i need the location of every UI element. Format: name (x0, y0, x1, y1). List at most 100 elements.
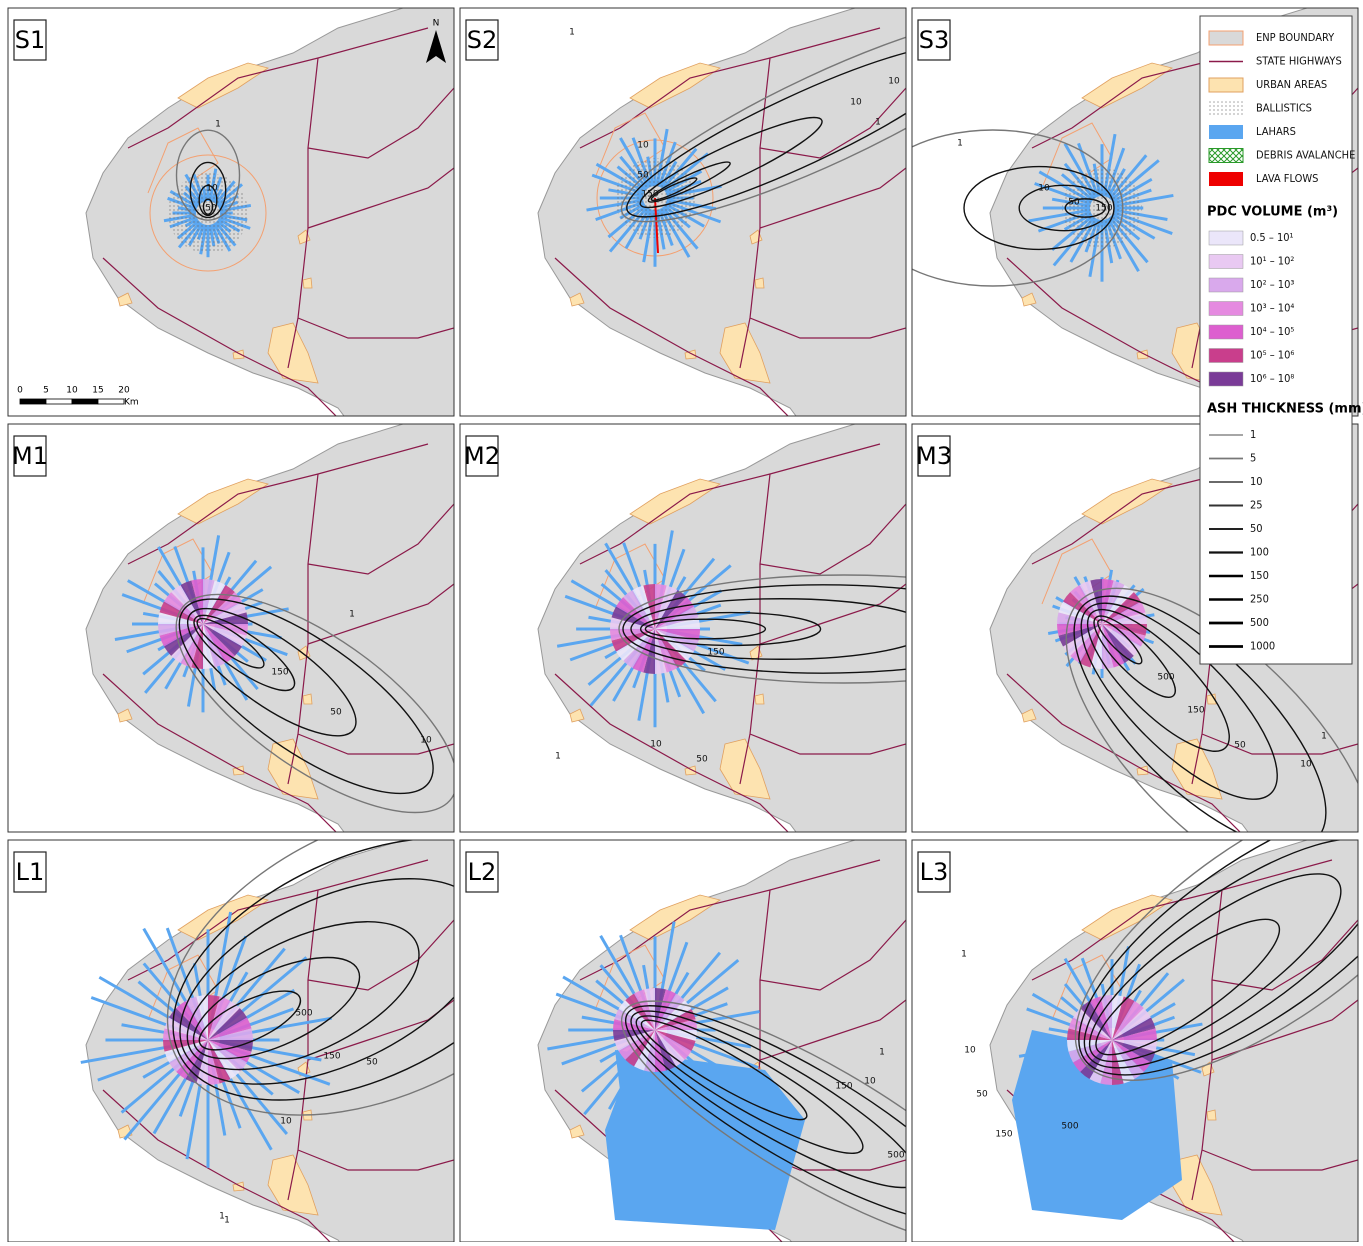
map-panel: 1 10 50 S1 N 0 5 10 15 20 Km (8, 8, 454, 428)
contour-label: 50 (366, 1058, 378, 1068)
map-body: 1 150 50 10 (8, 424, 490, 852)
legend-label: 25 (1250, 499, 1263, 512)
contour-label: 150 (271, 668, 288, 678)
legend-label: 10¹ – 10² (1250, 255, 1294, 268)
contour-label: 1 (961, 950, 967, 960)
swatch (1209, 78, 1243, 92)
panel-label: L3 (920, 858, 949, 886)
swatch (1209, 172, 1243, 186)
legend-label: 100 (1250, 546, 1269, 559)
panel-label: S1 (15, 26, 46, 54)
contour-label: 50 (1068, 198, 1080, 208)
legend-label: 10³ – 10⁴ (1250, 302, 1294, 315)
scale-segment (46, 399, 72, 404)
swatch (1209, 325, 1243, 339)
contour-label: 150 (707, 648, 724, 658)
contour-label: 1 (215, 120, 221, 130)
scale-segment (98, 399, 124, 404)
contour-label: 1 (957, 139, 963, 149)
contour-label: 500 (295, 1009, 312, 1019)
contour-label: 1 (1321, 732, 1327, 742)
contour-label: 1 (349, 610, 355, 620)
figure: 11050S1N05101520Km1101011050150S21105015… (0, 0, 1363, 1242)
contour-label: 50 (330, 708, 342, 718)
contour-label: 10 (888, 77, 900, 87)
scale-tick-label: 5 (43, 386, 49, 396)
urban-area (1207, 1110, 1216, 1120)
swatch (1209, 349, 1243, 363)
panel-label: M2 (464, 442, 500, 470)
swatch (1209, 31, 1243, 45)
contour-label: 1 (879, 1048, 885, 1058)
scale-tick-label: 15 (92, 386, 103, 396)
contour-label: 50 (976, 1090, 988, 1100)
contour-label: 10 (1300, 760, 1312, 770)
contour-label: 50 (205, 204, 217, 214)
contour-label: 10 (650, 740, 662, 750)
contour-label: 500 (1061, 1122, 1078, 1132)
legend-label: URBAN AREAS (1256, 78, 1327, 91)
legend-label: 50 (1250, 522, 1263, 535)
legend-label: LAVA FLOWS (1256, 172, 1318, 185)
contour-label: 10 (206, 184, 218, 194)
legend-label: 500 (1250, 616, 1269, 629)
legend-label: 10² – 10³ (1250, 278, 1294, 291)
scale-segment (20, 399, 46, 404)
scale-tick-label: 0 (17, 386, 23, 396)
legend-heading: ASH THICKNESS (mm) (1207, 402, 1363, 417)
legend-heading: PDC VOLUME (m³) (1207, 205, 1338, 220)
contour-label: 10 (280, 1117, 292, 1127)
swatch (1209, 149, 1243, 163)
panel-label: M3 (916, 442, 952, 470)
panel-label: S2 (467, 26, 498, 54)
legend-label: 5 (1250, 452, 1256, 465)
scale-tick-label: 10 (66, 386, 78, 396)
contour-label: 150 (323, 1052, 340, 1062)
legend-label: 250 (1250, 593, 1269, 606)
legend-label: 10 (1250, 475, 1263, 488)
legend-label: 0.5 – 10¹ (1250, 231, 1294, 244)
swatch (1209, 102, 1243, 116)
legend-label: DEBRIS AVALANCHE (1256, 149, 1355, 162)
contour-label: 10 (1038, 184, 1050, 194)
swatch (1209, 231, 1243, 245)
swatch (1209, 302, 1243, 316)
scale-unit: Km (124, 398, 139, 408)
swatch (1209, 372, 1243, 386)
contour-label: 10 (637, 141, 649, 151)
legend-label: LAHARS (1256, 125, 1296, 138)
panel-label: L1 (16, 858, 45, 886)
legend-label: 10⁶ – 10⁸ (1250, 372, 1294, 385)
north-label: N (433, 19, 440, 29)
panel-label: M1 (12, 442, 48, 470)
contour-label: 150 (995, 1130, 1012, 1140)
urban-area (755, 278, 764, 288)
map-panel: 1 150 50 10 M1 (8, 424, 490, 852)
contour-label: 500 (887, 1151, 904, 1161)
urban-area (303, 694, 312, 704)
panel-label: S3 (919, 26, 950, 54)
legend: ENP BOUNDARYSTATE HIGHWAYSURBAN AREASBAL… (1200, 16, 1363, 664)
swatch (1209, 125, 1243, 139)
urban-area (755, 694, 764, 704)
scale-segment (72, 399, 98, 404)
legend-label: BALLISTICS (1256, 102, 1312, 115)
legend-label: 10⁴ – 10⁵ (1250, 325, 1294, 338)
contour-label: 1 (224, 1216, 230, 1226)
legend-label: 150 (1250, 569, 1269, 582)
contour-label: 10 (964, 1046, 976, 1056)
contour-label: 10 (420, 736, 432, 746)
legend-label: 1000 (1250, 640, 1275, 653)
contour-label: 1 (875, 118, 881, 128)
contour-label: 10 (850, 98, 862, 108)
contour-label: 150 (641, 190, 658, 200)
scale-tick-label: 20 (118, 386, 130, 396)
legend-label: 1 (1250, 428, 1256, 441)
contour-label: 500 (1157, 673, 1174, 683)
legend-label: ENP BOUNDARY (1256, 31, 1335, 44)
contour-label: 50 (696, 755, 708, 765)
panel-label: L2 (468, 858, 497, 886)
contour-label: 150 (1187, 706, 1204, 716)
